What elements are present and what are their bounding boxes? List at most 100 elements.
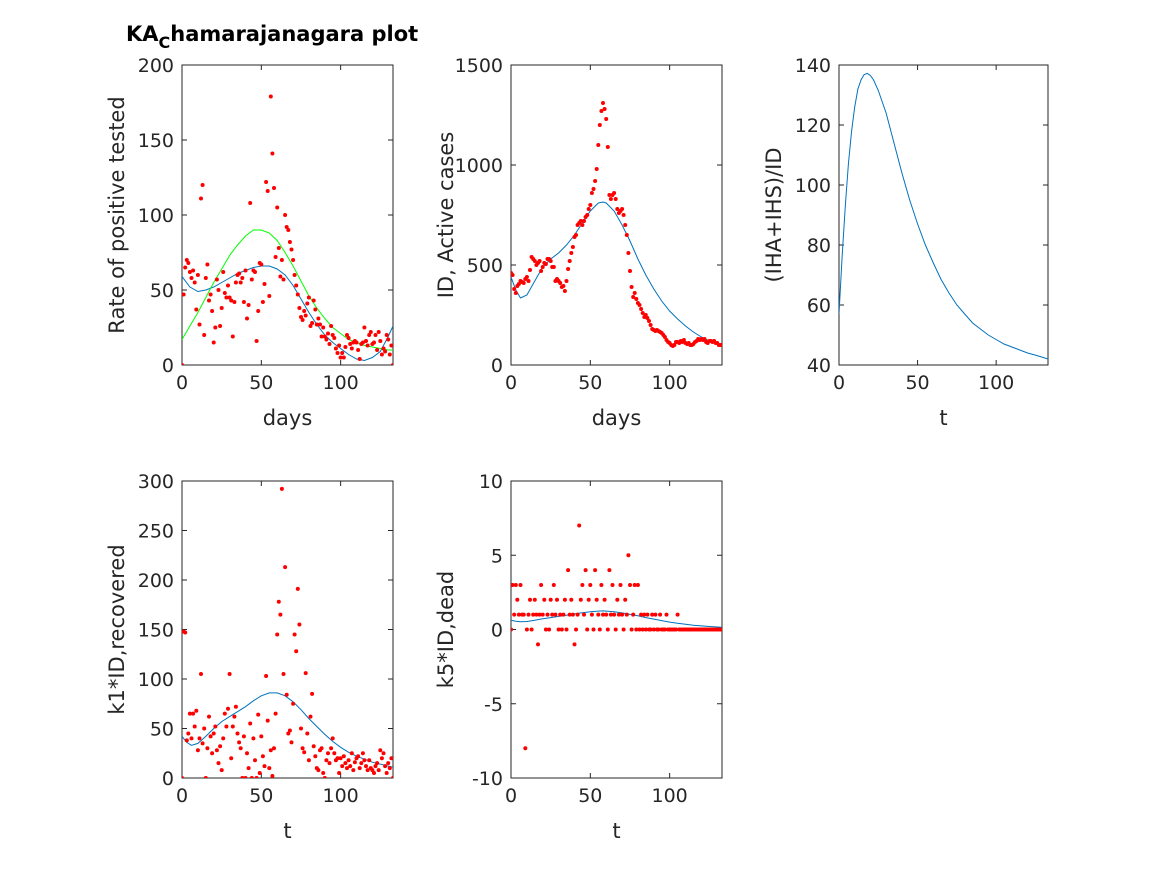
- data-point: [254, 776, 259, 778]
- data-point: [542, 597, 547, 602]
- data-point: [270, 151, 275, 156]
- data-point: [386, 761, 391, 766]
- data-point: [387, 766, 392, 771]
- y-tick-label: 50: [150, 280, 174, 302]
- data-point: [305, 731, 310, 736]
- data-point: [596, 143, 601, 147]
- data-point: [199, 196, 203, 201]
- data-point: [283, 213, 288, 217]
- data-point: [597, 123, 602, 127]
- x-tick-label: 100: [652, 785, 688, 807]
- data-point: [647, 319, 651, 323]
- data-point: [227, 672, 232, 676]
- y-tick-label: 120: [795, 115, 831, 137]
- x-axis-label: t: [939, 406, 947, 430]
- figure-title: KAChamarajanagara plot: [126, 22, 418, 52]
- data-point: [279, 258, 284, 262]
- data-point: [278, 274, 283, 279]
- data-point: [531, 612, 536, 617]
- data-point: [343, 345, 348, 349]
- data-point: [297, 306, 302, 310]
- x-axis-label: days: [263, 406, 313, 430]
- data-point: [634, 627, 639, 632]
- data-point: [556, 627, 561, 632]
- data-point: [615, 207, 620, 211]
- data-point: [352, 760, 357, 765]
- data-point: [287, 728, 292, 733]
- data-point: [194, 307, 199, 312]
- data-point: [349, 346, 354, 351]
- data-point: [569, 251, 574, 255]
- data-point: [276, 246, 281, 250]
- data-point: [536, 642, 540, 647]
- y-tick-label: 150: [138, 620, 174, 642]
- data-point: [297, 622, 302, 627]
- y-tick-label: -10: [472, 768, 503, 790]
- data-point: [299, 315, 303, 319]
- data-point: [605, 145, 610, 149]
- data-point: [386, 337, 391, 342]
- data-point: [308, 324, 313, 328]
- data-point: [561, 284, 566, 288]
- data-point: [578, 219, 583, 223]
- y-tick-label: 0: [491, 355, 503, 377]
- data-point: [512, 612, 517, 617]
- data-point: [555, 597, 559, 602]
- data-point: [511, 583, 515, 587]
- data-point: [324, 337, 329, 342]
- data-point: [550, 612, 555, 617]
- x-tick-label: 0: [176, 785, 188, 807]
- data-point: [540, 612, 545, 617]
- data-point: [591, 627, 596, 632]
- y-axis-label: k5*ID,dead: [434, 571, 458, 689]
- data-point: [373, 764, 378, 769]
- data-point: [237, 271, 242, 276]
- data-point: [562, 597, 567, 602]
- data-point: [303, 671, 308, 676]
- data-point: [253, 270, 257, 274]
- data-point: [372, 771, 376, 775]
- data-point: [648, 323, 653, 327]
- x-tick-label: 50: [249, 785, 273, 807]
- data-point: [383, 349, 388, 354]
- data-point: [306, 758, 311, 763]
- data-point: [381, 346, 386, 351]
- data-point: [286, 731, 291, 736]
- data-point: [379, 352, 384, 357]
- data-point: [272, 186, 276, 190]
- data-point: [200, 741, 205, 746]
- data-point: [183, 265, 188, 270]
- data-point: [631, 612, 636, 617]
- data-point: [354, 340, 359, 345]
- data-point: [548, 597, 553, 602]
- data-point: [283, 565, 288, 570]
- data-point: [574, 233, 578, 237]
- data-point: [221, 270, 226, 274]
- data-point: [327, 761, 332, 766]
- data-point: [532, 597, 537, 602]
- y-tick-label: 1500: [455, 55, 503, 77]
- data-point: [207, 298, 211, 303]
- data-point: [316, 768, 321, 773]
- y-tick-label: 200: [138, 570, 174, 592]
- data-point: [607, 193, 612, 197]
- data-point: [645, 316, 650, 320]
- subplot-p5: 0 50 100 -10 -5 0 5 10 t k5*ID,dead: [434, 471, 723, 843]
- data-point: [187, 711, 192, 716]
- data-point: [518, 583, 523, 587]
- data-point: [230, 334, 235, 339]
- data-point: [634, 297, 639, 301]
- data-point: [303, 313, 308, 318]
- data-point: [391, 776, 393, 778]
- subplot-p1: 0 50 100 0 50 100 150 200 days Rate of positive t…: [105, 55, 394, 430]
- data-point: [616, 612, 621, 617]
- data-point: [308, 714, 313, 719]
- data-point: [224, 724, 229, 729]
- data-point: [265, 718, 270, 723]
- data-point: [310, 321, 315, 325]
- data-point: [333, 346, 338, 351]
- data-point: [570, 612, 575, 617]
- data-point: [259, 734, 264, 739]
- data-point: [230, 724, 235, 729]
- data-point: [585, 213, 590, 217]
